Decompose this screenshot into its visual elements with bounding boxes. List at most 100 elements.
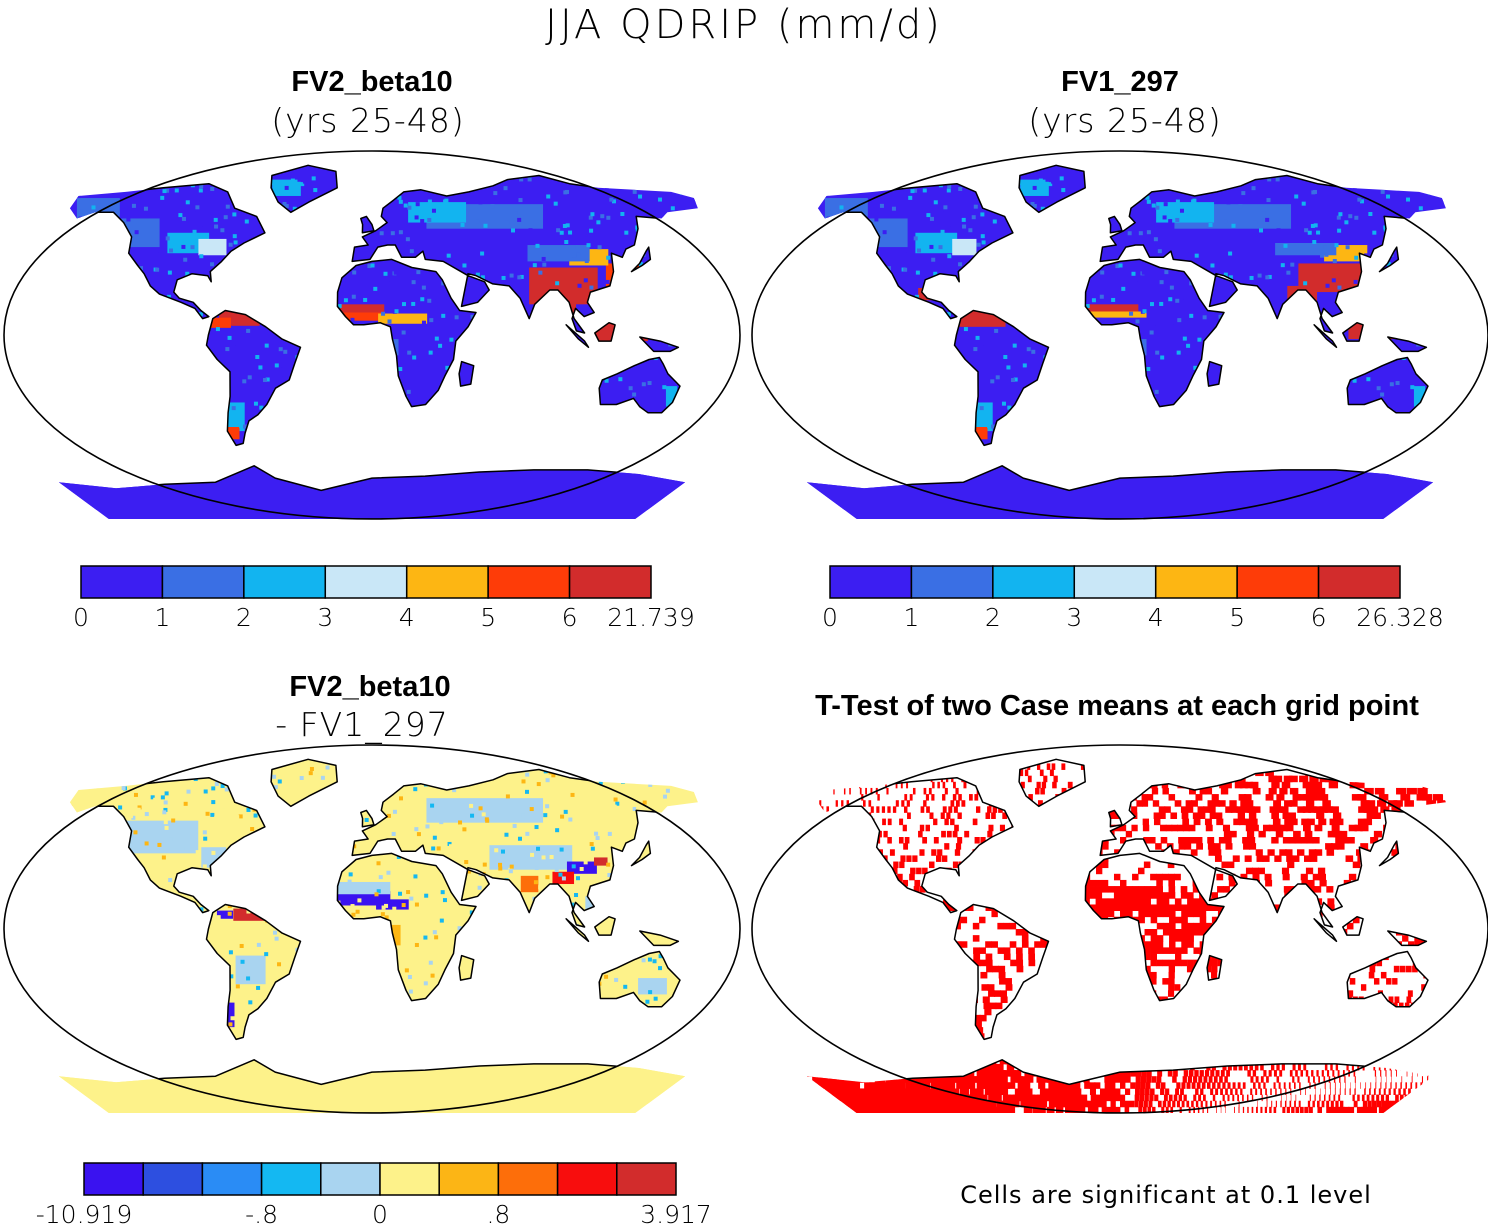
significance-cell — [1273, 819, 1281, 826]
significance-cell — [882, 819, 886, 826]
significance-cell — [1173, 1070, 1178, 1077]
significance-cell — [966, 1082, 975, 1089]
significance-cell — [1293, 831, 1301, 838]
significance-cell — [1187, 941, 1193, 948]
significance-cell — [1187, 923, 1194, 930]
significance-cell — [1310, 855, 1317, 862]
significance-cell — [926, 794, 929, 801]
significance-cell — [1186, 1101, 1189, 1108]
significance-cell — [1390, 1064, 1392, 1071]
significance-cell — [1166, 825, 1173, 832]
significance-cell — [1138, 898, 1145, 905]
significance-cell — [1016, 960, 1023, 967]
significance-cell — [1208, 843, 1215, 850]
significance-cell — [1366, 776, 1376, 783]
significance-cell — [1114, 904, 1121, 911]
significance-cell — [828, 782, 829, 789]
colorbar-diff — [83, 1162, 677, 1196]
significance-cell — [1404, 800, 1414, 807]
significance-cell — [844, 788, 845, 795]
significance-cell — [1135, 1082, 1140, 1089]
significance-cell — [994, 990, 1001, 997]
significance-cell — [1395, 1082, 1396, 1089]
significance-cell — [1252, 868, 1259, 875]
significance-cell — [1340, 763, 1351, 770]
significance-cell — [1256, 849, 1263, 856]
significance-cell — [819, 800, 821, 807]
significance-cell — [1201, 1101, 1203, 1108]
significance-cell — [1402, 1052, 1404, 1059]
significance-cell — [1151, 941, 1157, 948]
significance-cell — [833, 1076, 844, 1083]
significance-cell — [1405, 1095, 1409, 1102]
colorbar-swatch — [202, 1163, 261, 1195]
significance-cell — [1250, 1076, 1253, 1083]
significance-cell — [899, 862, 904, 869]
significance-cell — [1102, 880, 1108, 887]
significance-cell — [1150, 1088, 1155, 1095]
significance-cell — [1322, 1070, 1324, 1077]
significance-cell — [1305, 1088, 1306, 1095]
significance-cell — [1401, 1076, 1402, 1083]
significance-cell — [1381, 1076, 1382, 1083]
significance-cell — [1346, 855, 1354, 862]
colorbar-swatch — [911, 566, 992, 598]
significance-cell — [1151, 904, 1158, 911]
significance-cell — [981, 984, 988, 991]
significance-cell — [1452, 1021, 1455, 1028]
significance-cell — [1454, 843, 1463, 850]
map-fv1 — [748, 148, 1488, 523]
significance-cell — [818, 1082, 830, 1089]
significance-cell — [1309, 1107, 1313, 1114]
significance-cell — [1180, 1088, 1184, 1095]
significance-cell — [1068, 782, 1073, 789]
significance-cell — [1022, 935, 1029, 942]
colorbar-swatch — [407, 566, 488, 598]
significance-cell — [863, 800, 866, 807]
significance-cell — [914, 880, 920, 887]
significance-cell — [979, 1015, 986, 1022]
significance-cell — [910, 794, 913, 801]
significance-cell — [1280, 1101, 1281, 1108]
significance-cell — [807, 1070, 818, 1077]
significance-cell — [1289, 1082, 1291, 1089]
colorbar-tick-label: 6 — [1311, 603, 1327, 632]
significance-cell — [1274, 1107, 1277, 1114]
significance-cell — [1193, 1095, 1196, 1102]
significance-cell — [1405, 1082, 1407, 1089]
significance-cell — [909, 874, 915, 881]
significance-cell — [1017, 966, 1024, 973]
significance-cell — [1322, 1101, 1325, 1108]
significance-cell — [1181, 929, 1188, 936]
significance-cell — [1432, 1058, 1433, 1065]
significance-cell — [1026, 1076, 1033, 1083]
significance-cell — [1184, 843, 1191, 850]
significance-cell — [953, 831, 958, 838]
significance-cell — [1125, 1088, 1130, 1095]
significance-cell — [1004, 947, 1011, 954]
significance-cell — [1181, 960, 1187, 967]
significance-cell — [1319, 874, 1326, 881]
significance-cell — [1395, 1101, 1400, 1108]
significance-cell — [1115, 1088, 1120, 1095]
colorbar-swatch — [993, 566, 1074, 598]
significance-cell — [1367, 1101, 1371, 1108]
significance-cell — [944, 843, 949, 850]
significance-cell — [1367, 1095, 1370, 1102]
significance-cell — [906, 855, 911, 862]
significance-cell — [1194, 1070, 1198, 1077]
significance-cell — [1221, 862, 1228, 869]
significance-cell — [1335, 1088, 1336, 1095]
significance-cell — [1215, 855, 1222, 862]
significance-cell — [942, 794, 945, 801]
significance-cell — [1393, 1088, 1395, 1095]
significance-cell — [1313, 1076, 1315, 1083]
significance-cell — [1217, 1082, 1220, 1089]
significance-cell — [1169, 935, 1175, 942]
significance-cell — [1138, 886, 1145, 893]
significance-cell — [1386, 1101, 1391, 1108]
significance-cell — [941, 812, 945, 819]
significance-cell — [797, 819, 800, 826]
significance-cell — [1162, 874, 1169, 881]
significance-cell — [1393, 1058, 1395, 1065]
